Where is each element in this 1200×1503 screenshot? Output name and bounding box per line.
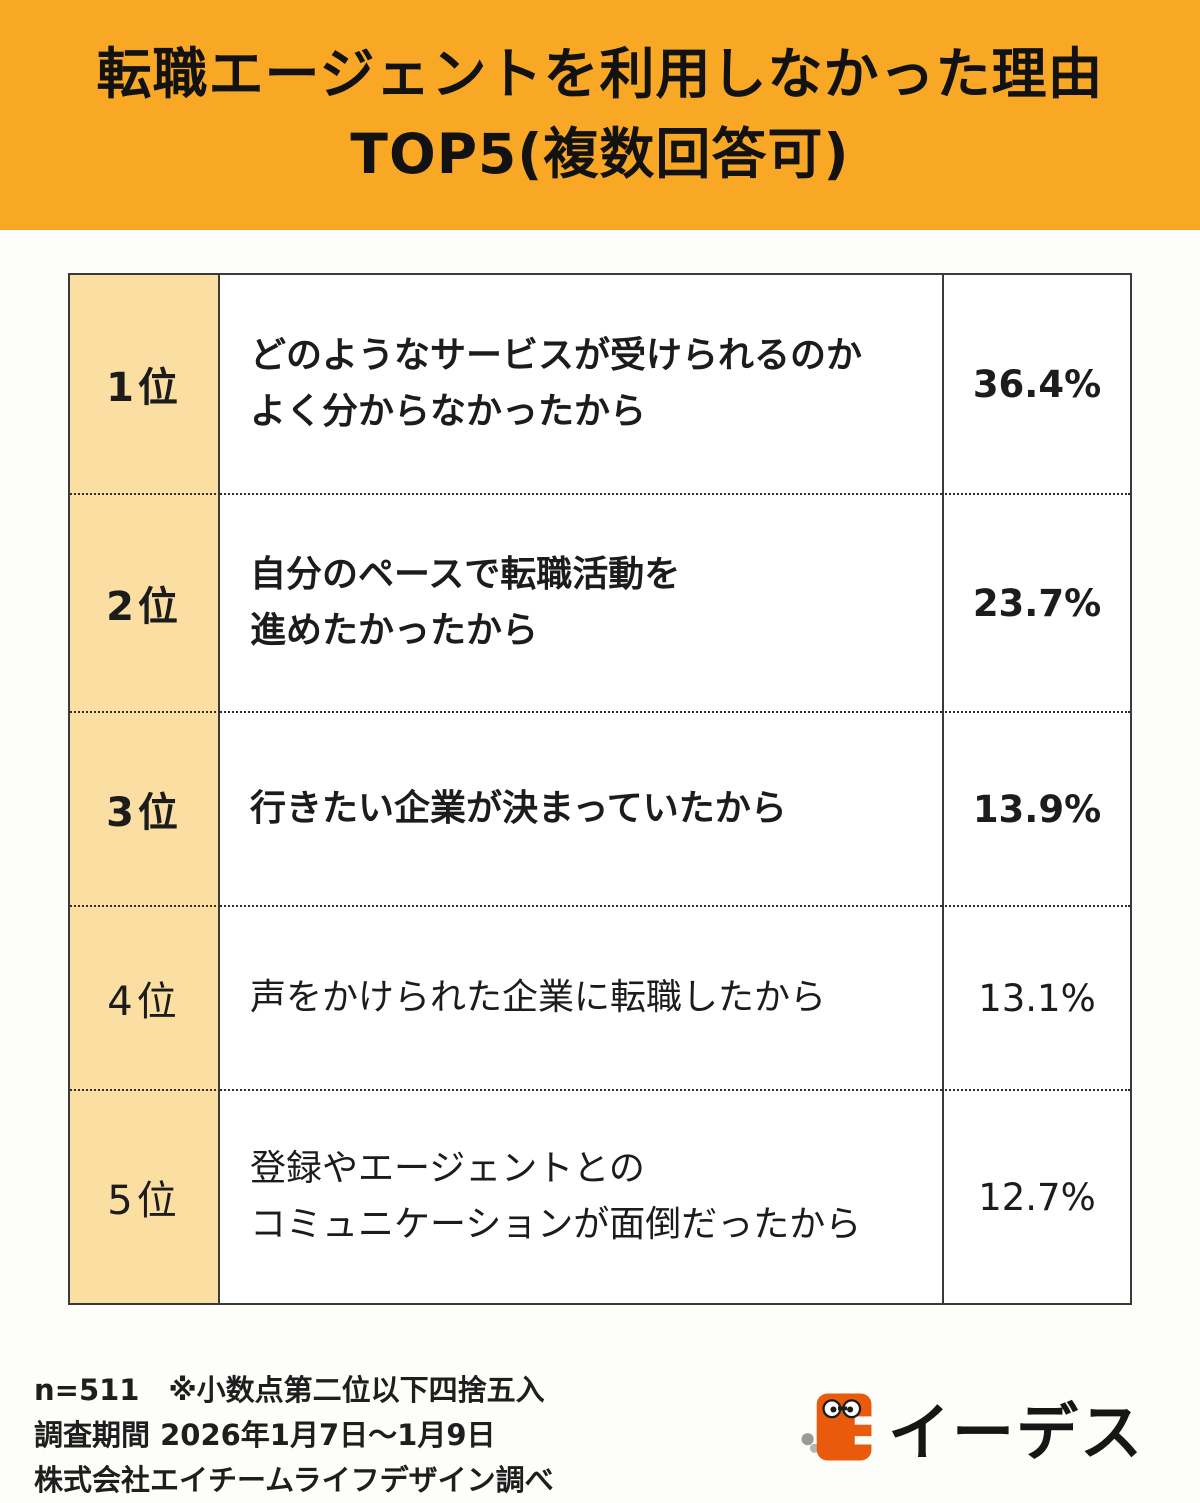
reason-cell: 登録やエージェントとの コミュニケーションが面倒だったから [220,1089,942,1303]
rank-cell: 2位 [70,493,220,711]
brand-logo: イーデス [800,1382,1158,1472]
footer: n=511 ※小数点第二位以下四捨五入 調査期間 2026年1月7日〜1月9日 … [0,1368,1200,1503]
percent-cell: 13.9% [942,711,1130,905]
reason-cell: どのようなサービスが受けられるのか よく分からなかったから [250,335,863,432]
ranking-table: 1位 どのようなサービスが受けられるのか よく分からなかったから 36.4% 2… [68,273,1132,1305]
rank-cell: 1位 [70,275,220,493]
note-survey-period: 調査期間 2026年1月7日〜1月9日 [34,1417,496,1452]
header-banner: 転職エージェントを利用しなかった理由 TOP5(複数回答可) [0,0,1200,230]
page-title: 転職エージェントを利用しなかった理由 TOP5(複数回答可) [97,35,1104,195]
reason-cell: 自分のペースで転職活動を 進めたかったから [220,493,942,711]
percent-cell: 12.7% [942,1089,1130,1303]
edesu-logo-icon [801,1393,876,1461]
page-title-line1: 転職エージェントを利用しなかった理由 [96,42,1104,107]
reason-cell: 声をかけられた企業に転職したから [220,905,942,1089]
percent-cell: 36.4% [942,275,1130,493]
rank-cell: 3位 [70,711,220,905]
percent-cell: 13.1% [942,905,1130,1089]
percent-cell: 23.7% [942,493,1130,711]
survey-notes: n=511 ※小数点第二位以下四捨五入 調査期間 2026年1月7日〜1月9日 … [34,1368,554,1503]
rank-cell: 4位 [70,905,220,1089]
brand-name: イーデス [887,1396,1144,1469]
reason-cell: 行きたい企業が決まっていたから [220,711,942,905]
rank-cell: 5位 [70,1089,220,1303]
note-source: 株式会社エイチームライフデザイン調べ [34,1462,554,1497]
page-title-line2: TOP5(複数回答可) [350,122,850,186]
note-sample-size: n=511 ※小数点第二位以下四捨五入 [34,1373,545,1407]
